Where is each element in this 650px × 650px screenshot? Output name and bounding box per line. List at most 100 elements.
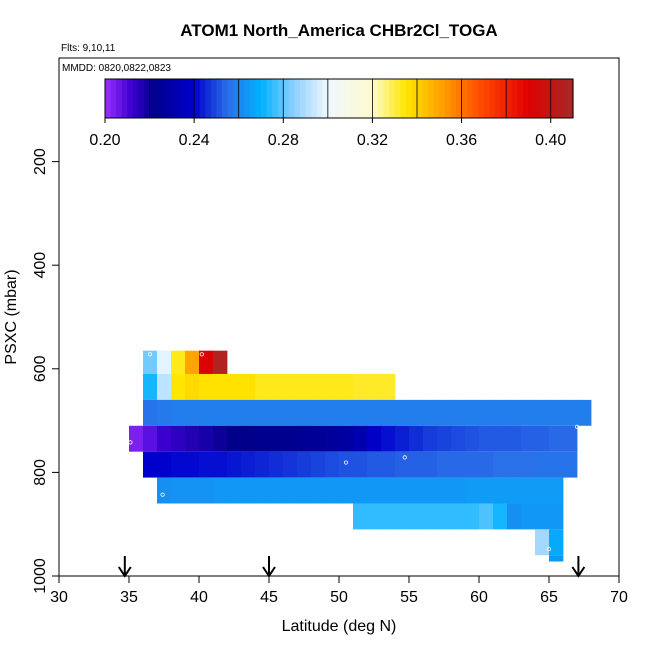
heatmap-cell — [241, 477, 256, 504]
colorbar-segment — [166, 79, 173, 118]
heatmap-cell — [465, 399, 480, 426]
heatmap-cell — [353, 425, 368, 452]
colorbar-tick-label: 0.36 — [446, 132, 477, 149]
heatmap-cell — [367, 503, 382, 530]
heatmap-cell — [549, 529, 564, 556]
heatmap-cell — [563, 399, 578, 426]
heatmap-cell — [521, 477, 536, 504]
colorbar-segment — [171, 79, 179, 118]
heatmap-cell — [311, 373, 326, 400]
colorbar-segment — [383, 79, 390, 118]
heatmap-cell — [311, 451, 326, 478]
heatmap-cell — [241, 425, 256, 452]
heatmap-cell — [157, 425, 172, 452]
heatmap-cell — [241, 373, 256, 400]
heatmap-cell — [451, 425, 466, 452]
heatmap-cell — [213, 373, 228, 400]
colorbar-segment — [472, 79, 479, 118]
heatmap-cell — [255, 477, 270, 504]
heatmap-cell — [297, 477, 312, 504]
colorbar-segment — [545, 79, 552, 118]
heatmap-cell — [171, 399, 186, 426]
heatmap-cell — [395, 451, 410, 478]
heatmap-cell — [367, 373, 382, 400]
heatmap-cell — [563, 451, 578, 478]
heatmap-cell — [171, 425, 186, 452]
colorbar-segment — [528, 79, 535, 118]
heatmap-cell — [227, 451, 242, 478]
colorbar-segment — [478, 79, 485, 118]
latitude-arrow-head — [571, 566, 586, 578]
heatmap-cell — [297, 399, 312, 426]
heatmap-cell — [297, 425, 312, 452]
heatmap-cell — [409, 425, 424, 452]
colorbar-segment — [489, 79, 496, 118]
colorbar-segment — [439, 79, 446, 118]
colorbar-segment — [194, 79, 201, 118]
colorbar-segment — [244, 79, 251, 118]
heatmap-cell — [283, 425, 298, 452]
heatmap-cell — [423, 503, 438, 530]
colorbar-segment — [138, 79, 145, 118]
heatmap-cell — [311, 477, 326, 504]
heatmap-cell — [423, 451, 438, 478]
colorbar-segment — [272, 79, 279, 118]
colorbar-segment — [534, 79, 541, 118]
colorbar-segment — [127, 79, 134, 118]
x-tick-label: 45 — [260, 589, 278, 606]
colorbar: 0.20 0.24 0.28 0.32 0.36 0.40 — [89, 78, 574, 149]
heatmap-cell — [367, 425, 382, 452]
heatmap-cell — [535, 451, 550, 478]
colorbar-segment — [422, 79, 429, 118]
x-tick-label: 65 — [540, 589, 558, 606]
heatmap-cell — [269, 477, 284, 504]
heatmap-cell — [437, 477, 452, 504]
heatmap-cell — [535, 477, 550, 504]
heatmap-cell — [451, 503, 466, 530]
colorbar-segment — [121, 79, 128, 118]
heatmap-cell — [213, 399, 228, 426]
sample-marker — [199, 352, 204, 357]
colorbar-segment — [311, 79, 318, 118]
heatmap-cell — [269, 399, 284, 426]
colorbar-segment — [160, 79, 167, 118]
heatmap-cell — [269, 373, 284, 400]
heatmap-cell — [143, 425, 158, 452]
heatmap-cell — [493, 425, 508, 452]
heatmap-cell — [409, 477, 424, 504]
colorbar-segment — [405, 79, 413, 118]
heatmap-cell — [395, 503, 410, 530]
colorbar-segment — [456, 79, 463, 118]
heatmap-cell — [549, 399, 564, 426]
colorbar-segment — [444, 79, 452, 118]
heatmap-cell — [479, 477, 494, 504]
colorbar-tick-label: 0.40 — [535, 132, 566, 149]
heatmap-cell — [521, 451, 536, 478]
heatmap-cell — [227, 477, 242, 504]
heatmap-cell — [367, 477, 382, 504]
heatmap-cell — [353, 399, 368, 426]
colorbar-segment — [433, 79, 440, 118]
heatmap-cell — [255, 399, 270, 426]
colorbar-segment — [255, 79, 262, 118]
colorbar-tick-label: 0.32 — [357, 132, 388, 149]
heatmap-cell — [283, 373, 298, 400]
colorbar-segment — [411, 79, 418, 118]
colorbar-segment — [238, 79, 245, 118]
heatmap-cell — [325, 451, 340, 478]
colorbar-segment — [283, 79, 290, 118]
colorbar-segment — [355, 79, 362, 118]
heatmap-cell — [535, 503, 550, 530]
colorbar-segment — [350, 79, 357, 118]
heatmap-cell — [451, 451, 466, 478]
heatmap-cell — [227, 425, 242, 452]
heatmap-cell — [577, 399, 592, 426]
x-tick-label: 50 — [330, 589, 348, 606]
colorbar-segment — [233, 79, 240, 118]
colorbar-segment — [277, 79, 284, 118]
heatmap-cell — [185, 425, 200, 452]
colorbar-segment — [261, 79, 268, 118]
heatmap-cell — [185, 399, 200, 426]
heatmap-cell — [409, 399, 424, 426]
colorbar-segment — [327, 79, 335, 118]
